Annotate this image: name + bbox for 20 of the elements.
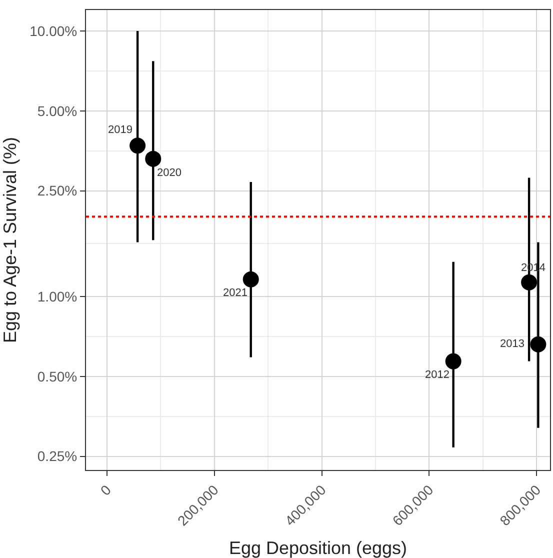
- point: [130, 138, 146, 154]
- y-tick-label: 1.00%: [37, 288, 78, 304]
- y-axis-title: Egg to Age-1 Survival (%): [0, 136, 20, 344]
- annotation: 2021: [223, 287, 248, 299]
- annotation: 2012: [425, 369, 450, 381]
- y-tick-label: 0.25%: [37, 448, 78, 464]
- y-tick-label: 0.50%: [37, 368, 78, 384]
- annotation: 2019: [108, 124, 132, 136]
- point: [242, 271, 259, 288]
- point: [445, 353, 462, 370]
- annotation: 2020: [157, 167, 182, 179]
- point: [530, 336, 546, 352]
- x-axis-title: Egg Deposition (eggs): [228, 538, 408, 558]
- point: [521, 274, 538, 290]
- y-tick-label: 2.50%: [37, 182, 78, 199]
- annotation: 2013: [500, 338, 524, 350]
- point: [145, 150, 162, 167]
- x-tick-label: 0: [97, 482, 114, 498]
- y-tick-label: 5.00%: [37, 102, 78, 119]
- y-tick-label: 10.00%: [30, 22, 78, 39]
